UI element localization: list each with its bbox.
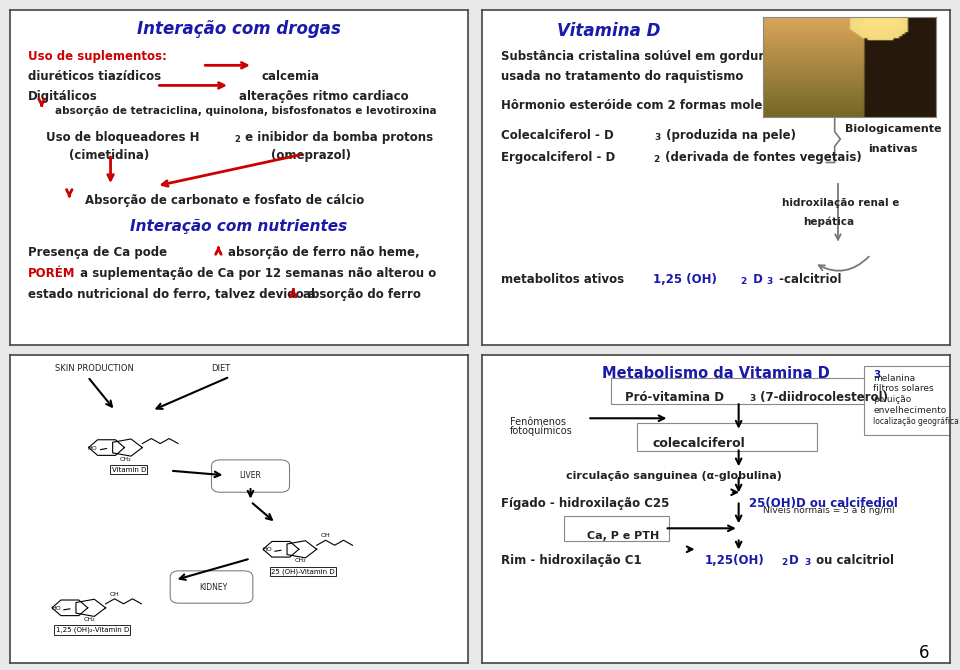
- Text: absorção do ferro: absorção do ferro: [303, 288, 421, 301]
- Text: absorção de ferro não heme,: absorção de ferro não heme,: [228, 247, 420, 259]
- FancyBboxPatch shape: [864, 366, 950, 436]
- Text: Colecalciferol - D: Colecalciferol - D: [501, 129, 613, 142]
- Text: a suplementação de Ca por 12 semanas não alterou o: a suplementação de Ca por 12 semanas não…: [76, 267, 437, 280]
- Text: 3: 3: [767, 277, 773, 286]
- Text: Vitamina D: Vitamina D: [557, 21, 660, 40]
- Text: PORÉM: PORÉM: [28, 267, 76, 280]
- Text: OH: OH: [321, 533, 330, 538]
- Text: HO: HO: [262, 547, 272, 552]
- Text: Interação com drogas: Interação com drogas: [137, 20, 341, 38]
- Text: OH: OH: [109, 592, 119, 597]
- Text: Interação com nutrientes: Interação com nutrientes: [131, 219, 348, 234]
- Text: 2: 2: [740, 277, 747, 286]
- Text: 2: 2: [653, 155, 660, 163]
- Text: Substância cristalina solúvel em gorduras,: Substância cristalina solúvel em gordura…: [501, 50, 783, 63]
- FancyBboxPatch shape: [564, 516, 669, 541]
- Text: SKIN PRODUCTION: SKIN PRODUCTION: [56, 364, 134, 373]
- Text: ou calcitriol: ou calcitriol: [812, 554, 894, 567]
- FancyBboxPatch shape: [636, 423, 817, 451]
- Text: Vitamin D: Vitamin D: [111, 466, 146, 472]
- Text: colecalciferol: colecalciferol: [653, 437, 746, 450]
- Text: Uso de suplementos:: Uso de suplementos:: [28, 50, 167, 63]
- Text: CH₂: CH₂: [84, 617, 95, 622]
- Text: 2: 2: [234, 135, 240, 143]
- Text: (omeprazol): (omeprazol): [271, 149, 351, 162]
- Text: Pró-vitamina D: Pró-vitamina D: [625, 391, 724, 403]
- Text: (produzida na pele): (produzida na pele): [662, 129, 796, 142]
- Text: alterações ritmo cardiaco: alterações ritmo cardiaco: [239, 90, 409, 103]
- Text: Digitálicos: Digitálicos: [28, 90, 98, 103]
- Text: (derivada de fontes vegetais): (derivada de fontes vegetais): [660, 151, 862, 163]
- Text: Presença de Ca pode: Presença de Ca pode: [28, 247, 167, 259]
- Text: fotoquímicos: fotoquímicos: [510, 426, 573, 436]
- FancyBboxPatch shape: [170, 571, 252, 603]
- Text: 1,25 (OH)₂-Vitamin D: 1,25 (OH)₂-Vitamin D: [56, 627, 129, 633]
- Text: Uso de bloqueadores H: Uso de bloqueadores H: [46, 131, 200, 143]
- Text: CH₂: CH₂: [120, 456, 132, 462]
- Text: melanina: melanina: [873, 374, 915, 383]
- Text: Hôrmonio esteróide com 2 formas moleculares:: Hôrmonio esteróide com 2 formas molecula…: [501, 98, 815, 112]
- Text: Ca, P e PTH: Ca, P e PTH: [588, 531, 660, 541]
- Text: poluição: poluição: [873, 395, 911, 404]
- Text: 3: 3: [749, 394, 756, 403]
- Text: metabolitos ativos: metabolitos ativos: [501, 273, 628, 286]
- Text: D: D: [789, 554, 799, 567]
- Text: KIDNEY: KIDNEY: [200, 582, 228, 592]
- Text: 3: 3: [655, 133, 660, 142]
- Text: (cimetidina): (cimetidina): [69, 149, 150, 162]
- Text: circulação sanguinea (α-globulina): circulação sanguinea (α-globulina): [566, 470, 782, 480]
- Text: hepática: hepática: [803, 216, 854, 226]
- Text: Absorção de carbonato e fosfato de cálcio: Absorção de carbonato e fosfato de cálci…: [85, 194, 365, 207]
- Text: (7-diidrocolesterol): (7-diidrocolesterol): [756, 391, 888, 403]
- Text: D: D: [749, 273, 763, 286]
- Text: Metabolismo da Vitamina D: Metabolismo da Vitamina D: [602, 366, 830, 381]
- Text: 1,25(OH): 1,25(OH): [705, 554, 764, 567]
- Text: Ergocalciferol - D: Ergocalciferol - D: [501, 151, 615, 163]
- Text: Biologicamente: Biologicamente: [845, 124, 942, 134]
- Text: diuréticos tiazídicos: diuréticos tiazídicos: [28, 70, 161, 83]
- Text: estado nutricional do ferro, talvez devido a: estado nutricional do ferro, talvez devi…: [28, 288, 316, 301]
- Text: calcemia: calcemia: [262, 70, 320, 83]
- Text: Rim - hidroxilação C1: Rim - hidroxilação C1: [501, 554, 641, 567]
- Text: 2: 2: [780, 557, 787, 567]
- Text: localização geográfica: localização geográfica: [873, 417, 959, 425]
- Text: 3: 3: [804, 557, 810, 567]
- Text: 25(OH)D ou calcifediol: 25(OH)D ou calcifediol: [749, 497, 898, 510]
- Text: HO: HO: [51, 606, 60, 611]
- Text: filtros solares: filtros solares: [873, 385, 934, 393]
- Text: LIVER: LIVER: [240, 470, 261, 480]
- Text: absorção de tetraciclina, quinolona, bisfosfonatos e levotiroxina: absorção de tetraciclina, quinolona, bis…: [56, 105, 437, 115]
- Text: hidroxilação renal e: hidroxilação renal e: [781, 198, 900, 208]
- Text: HO: HO: [88, 446, 98, 450]
- Text: Fígado - hidroxilação C25: Fígado - hidroxilação C25: [501, 497, 669, 510]
- Text: Fenômenos: Fenômenos: [510, 417, 566, 427]
- Text: usada no tratamento do raquistismo: usada no tratamento do raquistismo: [501, 70, 743, 83]
- FancyBboxPatch shape: [211, 460, 290, 492]
- Text: e inibidor da bomba protons: e inibidor da bomba protons: [241, 131, 434, 143]
- Text: envelhecimento: envelhecimento: [873, 406, 947, 415]
- Text: 6: 6: [919, 644, 929, 662]
- Text: Níveis normais = 5 a 8 ng/ml: Níveis normais = 5 a 8 ng/ml: [763, 506, 895, 515]
- Text: 3: 3: [873, 370, 880, 380]
- Text: CH₂: CH₂: [295, 558, 306, 563]
- Text: DIET: DIET: [211, 364, 230, 373]
- FancyBboxPatch shape: [611, 378, 866, 405]
- Text: 25 (OH)-Vitamin D: 25 (OH)-Vitamin D: [272, 568, 335, 575]
- Text: inativas: inativas: [869, 144, 918, 154]
- Text: -calcitriol: -calcitriol: [775, 273, 841, 286]
- Text: 1,25 (OH): 1,25 (OH): [653, 273, 717, 286]
